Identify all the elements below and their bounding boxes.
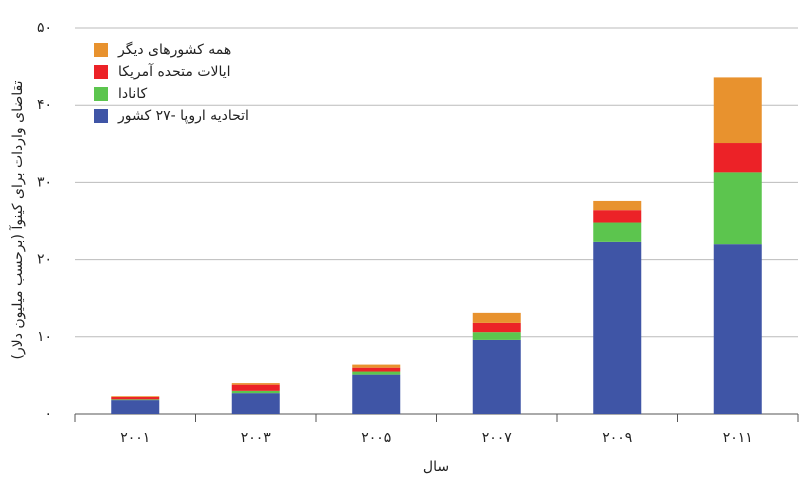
x-tick-label: ۲۰۰۷ [482,430,513,446]
legend-swatch [94,43,108,57]
y-tick-label: ۰ [44,406,52,422]
x-axis-title: سال [423,459,449,475]
bar-segment [472,339,521,414]
bar-segment [472,312,521,323]
bar-segment [713,143,762,173]
x-tick-label: ۲۰۰۳ [241,430,272,446]
bar-segment [472,332,521,340]
bar-segment [352,367,401,372]
legend-swatch [94,109,108,123]
y-tick-label: ۲۰ [37,252,52,268]
bar-segment [713,244,762,414]
legend-label: ایالات متحده آمریکا [118,63,231,80]
bar-segment [713,172,762,245]
y-tick-label: ۵۰ [37,20,52,36]
y-tick-label: ۱۰ [37,329,52,345]
bar-segment [111,400,160,414]
y-tick-label: ۳۰ [37,174,52,190]
bar-segment [352,374,401,414]
bar-segment [111,397,160,400]
bar-segment [593,222,642,242]
bar-segment [231,390,280,394]
bar-segment [111,396,160,398]
y-axis-title: تقاضای واردات برای کینوآ (برحسب میلیون د… [9,80,26,359]
bar-segment [231,384,280,391]
x-tick-label: ۲۰۰۹ [602,430,632,446]
legend-swatch [94,65,108,79]
x-tick-label: ۲۰۰۵ [361,430,391,446]
legend-label: همه کشورهای دیگر [117,41,231,58]
bar-segment [352,364,401,368]
x-tick-label: ۲۰۰۱ [120,430,150,446]
bar-segment [593,241,642,414]
bar-segment [231,383,280,385]
bar-segment [713,77,762,144]
legend-label: کانادا [118,86,148,102]
x-tick-label: ۲۰۱۱ [723,430,753,446]
bar-segment [111,399,160,401]
legend-swatch [94,87,108,101]
y-tick-label: ۴۰ [37,97,52,113]
bar-segment [593,210,642,223]
bar-segment [352,371,401,375]
legend-label: اتحادیه اروپا -۲۷ کشور [117,108,249,124]
bar-segment [231,393,280,414]
bar-segment [472,322,521,333]
bar-segment [593,200,642,211]
